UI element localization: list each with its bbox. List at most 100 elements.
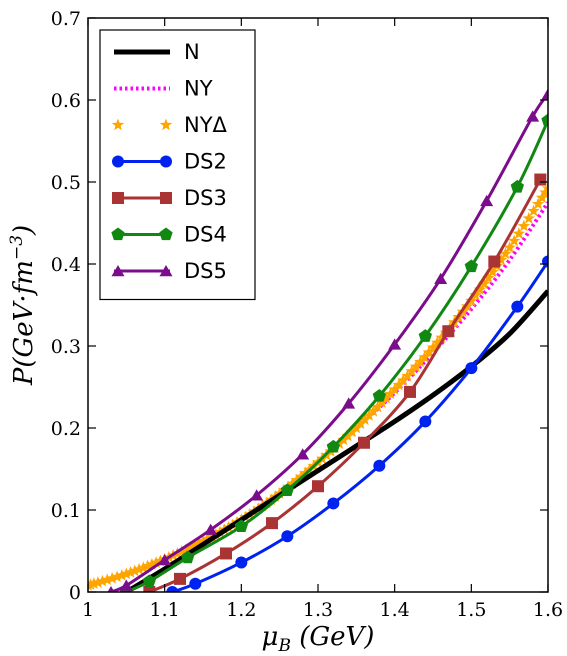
data-point bbox=[480, 194, 494, 207]
data-point bbox=[541, 88, 548, 100]
data-point bbox=[522, 212, 535, 224]
legend-marker bbox=[111, 118, 125, 131]
data-point bbox=[434, 272, 448, 285]
x-tick-label: 1.4 bbox=[380, 599, 410, 621]
data-point bbox=[184, 541, 197, 553]
data-point bbox=[342, 397, 356, 409]
data-point bbox=[418, 329, 432, 342]
y-tick-label: 0 bbox=[69, 582, 81, 604]
series-ds3-group bbox=[143, 173, 547, 592]
data-point bbox=[154, 554, 167, 567]
data-point bbox=[507, 234, 521, 247]
data-point bbox=[442, 325, 455, 338]
data-point bbox=[286, 477, 299, 489]
y-tick-label: 0.1 bbox=[51, 500, 81, 522]
legend-label: NYΔ bbox=[184, 113, 228, 137]
data-point bbox=[204, 523, 218, 535]
legend-marker bbox=[112, 155, 124, 168]
legend-item: DS3 bbox=[112, 186, 227, 210]
data-point bbox=[512, 227, 526, 239]
data-point bbox=[358, 413, 372, 426]
data-point bbox=[110, 570, 124, 583]
data-point bbox=[401, 369, 414, 382]
legend-label: NY bbox=[184, 77, 213, 101]
legend-marker bbox=[159, 118, 173, 131]
legend-marker bbox=[160, 192, 172, 204]
data-point bbox=[388, 382, 401, 395]
data-point bbox=[414, 355, 427, 368]
legend-item: NY bbox=[114, 77, 213, 101]
data-point bbox=[511, 300, 524, 313]
y-tick-label: 0.6 bbox=[51, 90, 81, 112]
legend-label: DS4 bbox=[184, 223, 227, 247]
legend-item: DS5 bbox=[111, 259, 227, 283]
data-point bbox=[465, 294, 478, 307]
data-point bbox=[426, 341, 440, 353]
x-tick-label: 1.5 bbox=[456, 599, 486, 621]
data-point bbox=[119, 579, 133, 591]
data-point bbox=[107, 586, 115, 592]
data-point bbox=[120, 567, 133, 580]
data-point bbox=[101, 573, 114, 586]
data-point bbox=[477, 277, 491, 290]
series-ds2-group bbox=[166, 255, 548, 592]
data-point bbox=[280, 483, 294, 496]
data-point bbox=[128, 564, 142, 577]
data-point bbox=[175, 545, 188, 557]
data-point bbox=[465, 362, 478, 375]
data-point bbox=[464, 259, 478, 273]
data-point bbox=[196, 534, 210, 547]
data-point bbox=[312, 480, 324, 493]
series-ds5-group bbox=[107, 88, 548, 592]
legend-item: DS4 bbox=[111, 223, 227, 247]
data-point bbox=[531, 197, 545, 210]
data-point bbox=[143, 586, 156, 592]
data-point bbox=[473, 283, 487, 295]
data-point bbox=[503, 241, 516, 253]
legend-marker bbox=[111, 265, 125, 277]
data-point bbox=[541, 113, 548, 127]
data-point bbox=[294, 470, 308, 483]
data-point bbox=[141, 559, 154, 572]
data-point bbox=[181, 550, 195, 564]
data-point bbox=[372, 389, 386, 402]
x-tick-label: 1.6 bbox=[533, 599, 563, 621]
data-point bbox=[337, 433, 350, 446]
legend: N NY NYΔ DS2 DS3 DS4 DS5 bbox=[99, 29, 256, 301]
data-point bbox=[124, 565, 137, 578]
data-point bbox=[405, 364, 418, 377]
data-point bbox=[88, 577, 101, 589]
legend-marker bbox=[159, 265, 173, 277]
data-point bbox=[96, 574, 109, 587]
legend-box bbox=[99, 29, 256, 301]
data-point bbox=[397, 373, 410, 386]
legend-marker bbox=[111, 227, 125, 241]
data-point bbox=[345, 425, 359, 438]
data-point bbox=[290, 473, 303, 486]
data-point bbox=[367, 404, 380, 417]
data-point bbox=[375, 396, 389, 408]
data-point bbox=[371, 400, 384, 413]
legend-item: NYΔ bbox=[111, 113, 228, 137]
series-line bbox=[171, 260, 548, 592]
data-point bbox=[137, 561, 150, 574]
data-point bbox=[431, 336, 444, 348]
data-point bbox=[115, 568, 129, 581]
data-point bbox=[333, 437, 346, 450]
data-point bbox=[404, 385, 416, 398]
legend-item: DS2 bbox=[112, 150, 227, 174]
data-point bbox=[296, 448, 310, 460]
data-point bbox=[220, 547, 232, 560]
data-point bbox=[379, 391, 393, 404]
legend-marker bbox=[112, 192, 124, 204]
data-point bbox=[326, 439, 340, 453]
x-tick-label: 1.3 bbox=[303, 599, 333, 621]
x-tick-label: 1.2 bbox=[226, 599, 256, 621]
tick-layer: 1 1.1 1.2 1.3 1.4 1.5 1.6 0 0.1 0.2 0.3 0.4 0.5 0.6 0.… bbox=[51, 8, 563, 621]
legend-marker bbox=[159, 227, 173, 241]
data-point bbox=[362, 409, 376, 421]
data-point bbox=[158, 554, 172, 566]
data-point bbox=[166, 586, 179, 592]
data-point bbox=[384, 387, 397, 400]
data-point bbox=[354, 417, 367, 430]
